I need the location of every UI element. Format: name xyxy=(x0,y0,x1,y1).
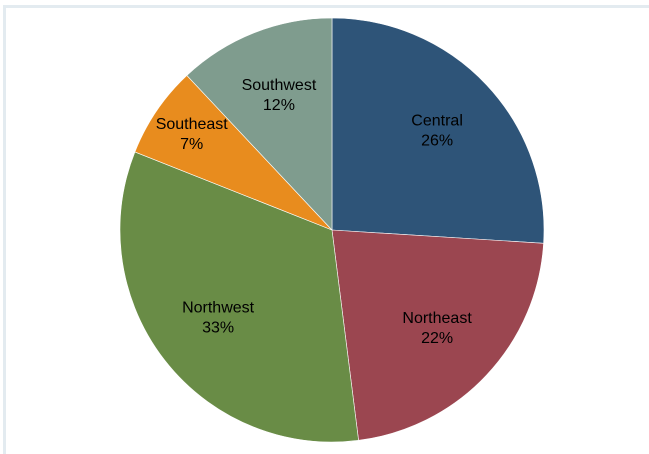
slice-label: Southwest xyxy=(242,77,317,94)
slice-label: Southeast xyxy=(156,116,229,133)
slice-value: 12% xyxy=(263,97,295,114)
slice-value: 22% xyxy=(421,330,453,347)
pie: Central 26% Northeast 22% Northwest 33% Southe… xyxy=(119,17,545,443)
pie-slice xyxy=(331,17,545,244)
slice-label: Central xyxy=(411,113,463,130)
slice-value: 33% xyxy=(202,320,234,337)
pie-slice xyxy=(119,151,359,443)
slice-label: Northeast xyxy=(402,310,472,327)
slice-label: Northwest xyxy=(182,300,255,317)
pie-slice xyxy=(331,229,544,441)
slice-value: 7% xyxy=(180,136,203,153)
pie-slice xyxy=(186,17,333,231)
slice-value: 26% xyxy=(421,133,453,150)
